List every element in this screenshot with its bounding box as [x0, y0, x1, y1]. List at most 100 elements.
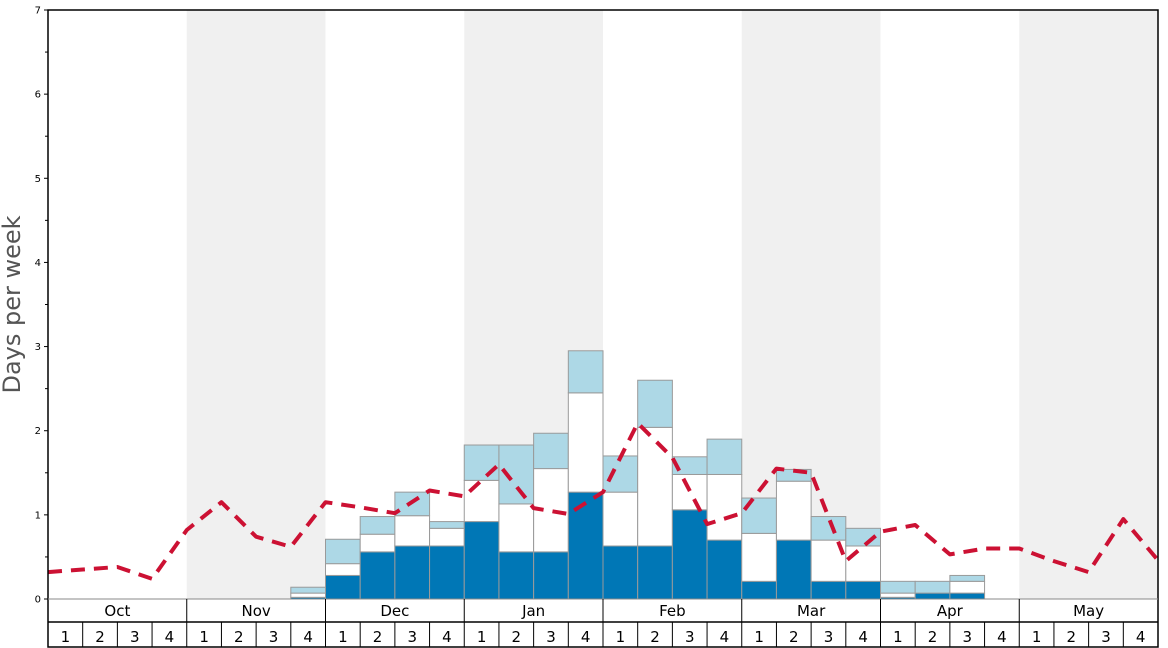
- ytick-label-4: 4: [35, 258, 41, 269]
- bar-dark-week-27: [949, 592, 986, 600]
- month-label-nov: Nov: [241, 602, 270, 620]
- bar-top-week-10: [359, 516, 396, 535]
- bar-top-week-15: [533, 432, 569, 470]
- bar-middle-week-27: [949, 580, 986, 594]
- ytick-label-5: 5: [35, 174, 41, 185]
- shade-band-may: [1019, 10, 1158, 599]
- week-label-oct-2: 2: [95, 628, 105, 646]
- week-label-oct-3: 3: [130, 628, 140, 646]
- bar-middle-week-13: [463, 479, 500, 523]
- ytick-label-1: 1: [35, 510, 41, 521]
- bar-top-week-18: [637, 379, 673, 428]
- bar-middle-week-14: [498, 503, 535, 553]
- ytick-label-3: 3: [35, 342, 41, 353]
- stacked-bars: [290, 350, 986, 600]
- ytick-label-6: 6: [35, 90, 41, 101]
- week-label-apr-1: 1: [893, 628, 903, 646]
- bar-dark-week-16: [567, 491, 604, 600]
- bar-middle-week-22: [775, 480, 812, 541]
- month-label-apr: Apr: [937, 602, 964, 620]
- week-label-mar-1: 1: [754, 628, 764, 646]
- bar-middle-week-17: [602, 491, 639, 547]
- week-label-apr-4: 4: [997, 628, 1007, 646]
- week-label-jan-2: 2: [512, 628, 522, 646]
- week-label-jan-3: 3: [546, 628, 556, 646]
- month-label-mar: Mar: [797, 602, 826, 620]
- bar-middle-week-21: [741, 532, 777, 582]
- bar-dark-week-20: [706, 539, 743, 600]
- dashed-trend-line: [47, 421, 1160, 581]
- bar-middle-week-8: [290, 592, 326, 598]
- x-axis: Oct 1 2 3 4 Nov 1 2 3 4 Dec 1 2 3 4 Jan 1 2 3 4 Feb 1 2 3 4 Mar 1 2…: [48, 599, 1158, 647]
- ytick-label-7: 7: [35, 6, 41, 17]
- y-axis-label: Days per week: [0, 215, 26, 393]
- week-label-may-2: 2: [1067, 628, 1077, 646]
- week-label-dec-4: 4: [442, 628, 452, 646]
- bar-middle-week-16: [567, 392, 604, 493]
- bar-top-week-12: [429, 521, 465, 529]
- bar-top-week-16: [567, 350, 604, 394]
- bar-dark-week-9: [325, 574, 361, 600]
- week-label-nov-4: 4: [303, 628, 313, 646]
- week-label-mar-4: 4: [858, 628, 868, 646]
- week-label-dec-1: 1: [338, 628, 348, 646]
- bar-dark-week-11: [394, 545, 431, 600]
- bar-dark-week-12: [429, 545, 465, 600]
- week-label-oct-4: 4: [165, 628, 175, 646]
- month-label-dec: Dec: [380, 602, 409, 620]
- bar-top-week-14: [498, 444, 535, 505]
- week-label-apr-2: 2: [928, 628, 938, 646]
- bar-top-week-17: [602, 455, 639, 493]
- week-label-mar-3: 3: [824, 628, 834, 646]
- week-label-feb-4: 4: [720, 628, 730, 646]
- bar-dark-week-17: [602, 545, 639, 600]
- week-label-nov-2: 2: [234, 628, 244, 646]
- week-label-dec-3: 3: [407, 628, 417, 646]
- bar-dark-week-14: [498, 551, 535, 600]
- bar-top-week-26: [914, 580, 951, 594]
- bar-middle-week-25: [880, 592, 916, 598]
- month-shading: [186, 10, 1158, 599]
- bar-middle-week-9: [325, 563, 361, 576]
- bar-dark-week-26: [914, 592, 951, 600]
- month-label-jan: Jan: [521, 602, 545, 620]
- week-label-mar-2: 2: [789, 628, 799, 646]
- bar-dark-week-23: [810, 580, 847, 600]
- week-label-apr-3: 3: [962, 628, 972, 646]
- bar-top-week-20: [706, 438, 743, 475]
- bar-middle-week-20: [706, 473, 743, 541]
- bar-middle-week-24: [845, 545, 881, 582]
- week-label-dec-2: 2: [373, 628, 383, 646]
- week-label-nov-1: 1: [199, 628, 209, 646]
- week-label-may-4: 4: [1136, 628, 1146, 646]
- bar-top-week-25: [880, 580, 916, 594]
- bar-top-week-23: [810, 516, 847, 541]
- month-label-feb: Feb: [659, 602, 686, 620]
- bar-middle-week-10: [359, 533, 396, 553]
- shade-band-nov: [186, 10, 326, 599]
- trend-line: [47, 421, 1160, 581]
- bar-dark-week-21: [741, 580, 777, 600]
- y-axis: 0 1 2 3 4 5 6 7: [35, 6, 48, 606]
- week-label-nov-3: 3: [269, 628, 279, 646]
- week-label-feb-2: 2: [650, 628, 660, 646]
- bar-top-week-8: [290, 586, 326, 594]
- bar-middle-week-19: [671, 473, 708, 511]
- week-label-feb-3: 3: [685, 628, 695, 646]
- bar-top-week-13: [463, 444, 500, 481]
- bar-dark-week-10: [359, 551, 396, 600]
- bar-top-week-27: [949, 574, 986, 582]
- week-label-feb-1: 1: [616, 628, 626, 646]
- ytick-label-2: 2: [35, 426, 41, 437]
- bar-middle-week-11: [394, 515, 431, 547]
- bar-middle-week-12: [429, 527, 465, 547]
- week-label-may-1: 1: [1032, 628, 1042, 646]
- bar-dark-week-15: [533, 551, 569, 600]
- bar-top-week-9: [325, 538, 361, 565]
- month-label-may: May: [1073, 602, 1104, 620]
- bar-dark-week-22: [775, 539, 812, 600]
- bar-dark-week-24: [845, 580, 881, 600]
- ytick-label-0: 0: [35, 595, 41, 606]
